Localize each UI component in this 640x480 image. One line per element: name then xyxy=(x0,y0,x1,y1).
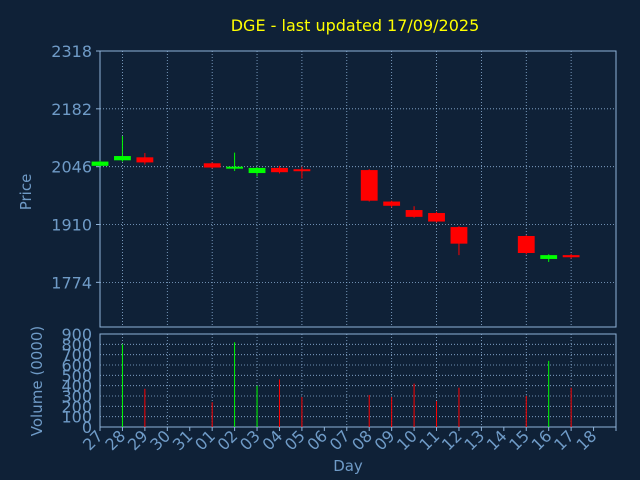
x-tick-labels: 2728293031010203040506070809101112131415… xyxy=(79,426,617,454)
volume-tick-label: 100 xyxy=(61,408,92,427)
candle-body xyxy=(226,166,244,169)
candle-body xyxy=(91,161,109,166)
day-tick-label: 18 xyxy=(573,426,601,454)
candle-body xyxy=(293,169,311,172)
price-tick-label: 2046 xyxy=(51,158,92,177)
candle-body xyxy=(562,255,580,258)
candle-body xyxy=(271,167,288,173)
candle-body xyxy=(383,201,401,206)
candle-body xyxy=(540,255,558,259)
day-axis-label: Day xyxy=(333,457,363,475)
volume-tick-label: 700 xyxy=(61,346,92,365)
volume-tick-label: 300 xyxy=(61,387,92,406)
price-plot-frame xyxy=(99,50,617,328)
candle-body xyxy=(136,157,154,163)
price-tick-label: 1774 xyxy=(51,273,92,292)
price-tick-label: 1910 xyxy=(51,216,92,235)
candle-body xyxy=(203,163,221,168)
chart-title: DGE - last updated 17/09/2025 xyxy=(231,16,480,35)
volume-tick-label: 0 xyxy=(82,418,92,437)
price-axis-label: Price xyxy=(17,174,35,211)
volume-tick-label: 200 xyxy=(61,397,92,416)
price-panel: 2318 2182 2046 1910 1774 xyxy=(51,42,617,328)
volume-tick-label: 500 xyxy=(61,366,92,385)
candle-body xyxy=(428,213,445,222)
price-tick-label: 2318 xyxy=(51,42,92,61)
candle-body xyxy=(450,227,468,244)
volume-tick-label: 400 xyxy=(61,377,92,396)
candle-body xyxy=(517,235,535,254)
candle-body xyxy=(360,170,378,201)
volume-tick-label: 900 xyxy=(61,325,92,344)
candle-body xyxy=(248,167,266,174)
candle-body xyxy=(114,156,131,161)
volume-tick-label: 600 xyxy=(61,356,92,375)
volume-plot-frame xyxy=(99,333,617,428)
price-tick-label: 2182 xyxy=(51,100,92,119)
volume-axis-label: Volume (0000) xyxy=(28,326,46,436)
candle-body xyxy=(405,210,423,217)
volume-tick-label: 800 xyxy=(61,335,92,354)
